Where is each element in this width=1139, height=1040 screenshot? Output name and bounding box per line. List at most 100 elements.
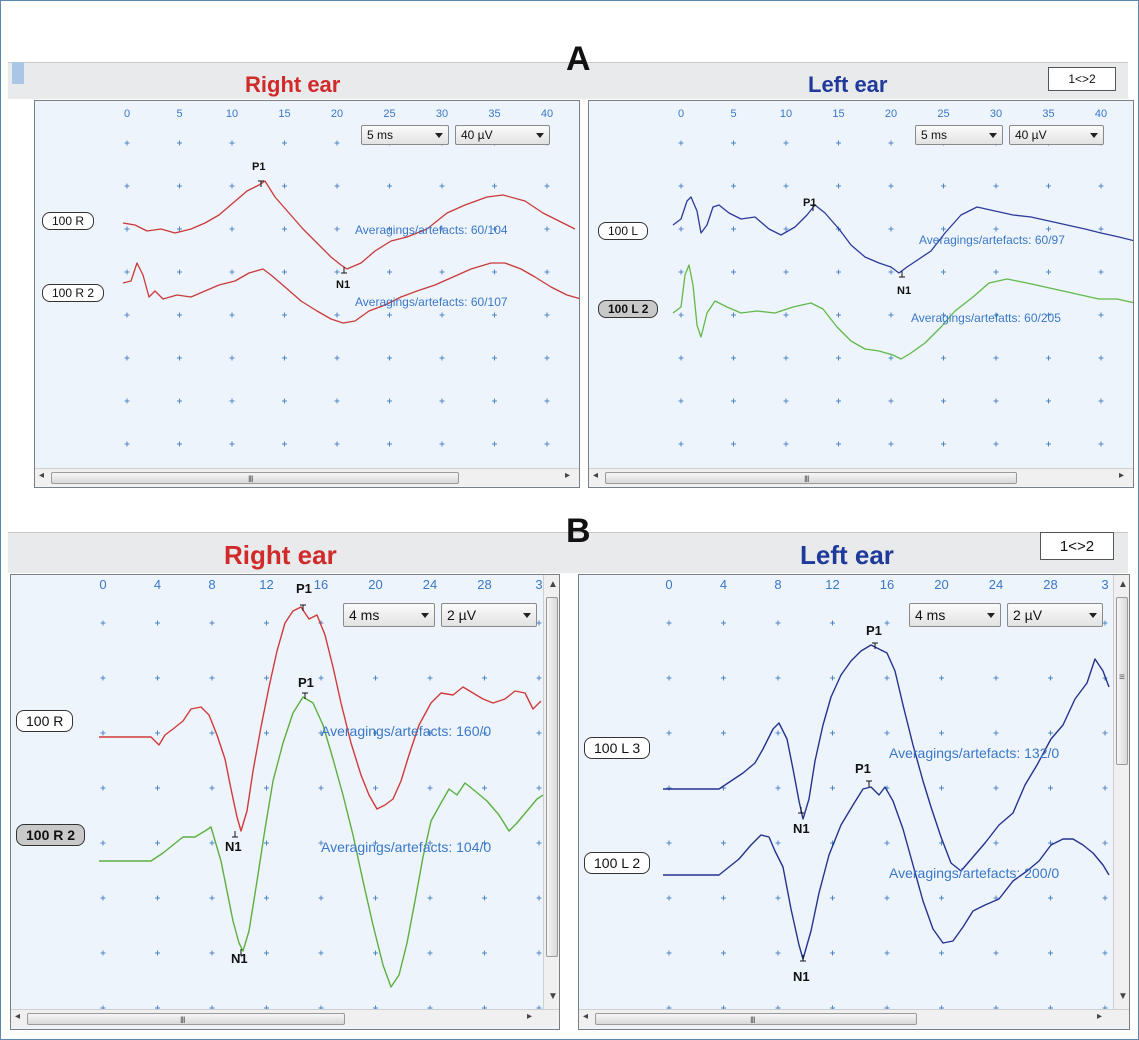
horizontal-scrollbar[interactable]: ◂ III ▸ [11,1009,559,1027]
grid-cross [427,895,433,901]
scrollbar-thumb[interactable]: III [51,472,459,484]
axis-tick-label: 4 [154,577,161,592]
grid-cross [100,785,106,791]
grid-cross [229,269,235,275]
arrow-right-icon[interactable]: ▸ [565,470,571,481]
swap-channels-button-b[interactable]: 1<>2 [1040,532,1114,560]
grid-cross [993,950,999,956]
amplitude-scale-dropdown[interactable]: 2 µV [1007,603,1103,627]
grid-cross [177,183,182,189]
grid-cross [836,441,841,447]
grid-cross [100,620,106,626]
axis-tick-label: 4 [720,577,727,592]
grid-cross [884,675,890,681]
scrollbar-thumb[interactable]: III [605,472,1017,484]
arrow-up-icon[interactable]: ▲ [548,579,558,590]
grip-icon: III [750,1015,755,1025]
waveform-trace [672,196,1133,274]
peak-label-n1: N1 [231,951,248,966]
grid-cross [884,840,890,846]
grid-cross [884,895,890,901]
amplitude-scale-dropdown[interactable]: 40 µV [455,125,550,145]
grid-cross [1102,620,1108,626]
axis-tick-label: 3 [535,577,542,592]
grid-cross [229,140,235,146]
grid-cross [427,730,433,736]
vertical-scrollbar[interactable]: ▲ ≡ ▼ [1113,575,1129,1009]
arrow-down-icon[interactable]: ▼ [548,991,558,1002]
grid-cross [373,950,378,956]
horizontal-scrollbar[interactable]: ◂ III ▸ [589,468,1133,486]
axis-tick-label: 25 [383,108,395,120]
trace-tag-selected[interactable]: 100 R 2 [16,824,86,846]
left-ear-title-b: Left ear [800,540,894,570]
grid-cross [177,355,182,361]
trace-tag[interactable]: 100 R [16,710,74,732]
axis-tick-label: 0 [99,577,106,592]
peak-label-n1: N1 [897,285,912,297]
swap-channels-button-a[interactable]: 1<>2 [1048,67,1116,91]
amplitude-scale-dropdown[interactable]: 40 µV [1009,125,1104,145]
grid-cross [264,840,269,846]
amplitude-scale-dropdown[interactable]: 2 µV [441,603,537,627]
scrollbar-thumb[interactable]: ≡ [1116,597,1128,765]
time-scale-dropdown[interactable]: 5 ms [915,125,1003,145]
peak-label-p1: P1 [866,623,882,638]
arrow-right-icon[interactable]: ▸ [1097,1011,1103,1022]
scrollbar-thumb[interactable]: III [27,1013,345,1025]
arrow-down-icon[interactable]: ▼ [1118,991,1128,1002]
grid-cross [941,269,946,275]
arrow-right-icon[interactable]: ▸ [1119,470,1125,481]
grid-cross [721,620,726,626]
grid-cross [282,355,287,361]
trace-tag[interactable]: 100 L 3 [584,737,651,759]
trace-tag[interactable]: 100 L [598,222,649,240]
horizontal-scrollbar[interactable]: ◂ III ▸ [35,468,579,486]
grid-cross [229,398,235,404]
section-letter-a: A [566,40,591,78]
grid-cross [209,675,215,681]
arrow-left-icon[interactable]: ◂ [15,1011,21,1022]
grid-cross [482,895,487,901]
axis-tick-label: 16 [314,577,328,592]
time-scale-dropdown[interactable]: 5 ms [361,125,449,145]
grid-cross [888,441,894,447]
grid-cross [1098,312,1104,318]
grid-cross [229,355,235,361]
peak-label-n1: N1 [793,969,810,984]
vertical-scrollbar[interactable]: ▲ ▼ [543,575,559,1009]
grid-cross [1046,226,1051,232]
arrow-left-icon[interactable]: ◂ [593,470,599,481]
arrow-right-icon[interactable]: ▸ [527,1011,533,1022]
arrow-left-icon[interactable]: ◂ [583,1011,589,1022]
plot-panel-left-ear-a: 0 5 10 15 20 25 30 35 40 5 ms 40 µV Averagings/a… [588,100,1134,488]
grid-cross [731,441,736,447]
scrollbar-thumb[interactable] [546,597,558,957]
chevron-down-icon [435,133,443,138]
grid-cross [775,840,781,846]
axis-tick-label: 10 [780,108,792,120]
trace-tag[interactable]: 100 L 2 [584,852,651,874]
grid-cross [1098,269,1104,275]
trace-tag[interactable]: 100 R 2 [42,284,105,302]
peak-marker [899,271,905,278]
time-scale-dropdown[interactable]: 4 ms [909,603,1001,627]
arrow-left-icon[interactable]: ◂ [39,470,45,481]
grid-cross [1046,269,1051,275]
horizontal-scrollbar[interactable]: ◂ III ▸ [579,1009,1129,1027]
chevron-down-icon [987,613,995,618]
trace-tag-selected[interactable]: 100 L 2 [598,300,659,318]
grid-cross [264,620,269,626]
time-scale-dropdown[interactable]: 4 ms [343,603,435,627]
grid-cross [830,895,835,901]
grid-cross [373,785,378,791]
averagings-label: Averagings/artefatts: 60/205 [911,311,1061,325]
grid-cross [282,226,287,232]
averagings-label: Averagings/artefacts: 60/97 [919,233,1065,247]
arrow-up-icon[interactable]: ▲ [1118,579,1128,590]
grid-cross [731,312,736,318]
grid-cross [544,398,550,404]
scrollbar-thumb[interactable]: III [595,1013,917,1025]
trace-tag[interactable]: 100 R [42,212,95,230]
grid-cross [830,950,835,956]
